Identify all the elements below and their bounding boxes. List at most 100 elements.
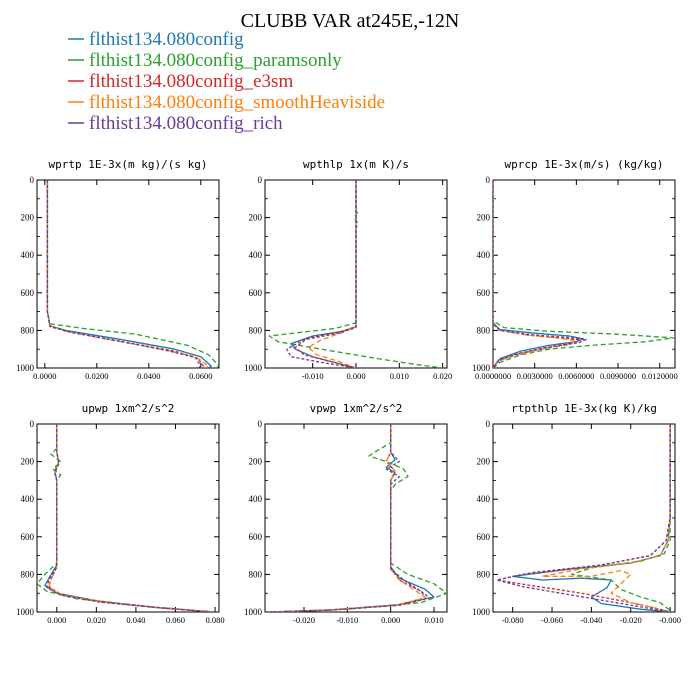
legend-label: flthist134.080config_rich [89,113,283,134]
series-line [541,424,671,612]
x-tick-label: 0.000 [381,615,400,625]
series-line [290,180,357,368]
y-tick-label: 800 [249,325,263,335]
figure-title: CLUBB VAR at245E,-12N [241,10,460,32]
series-line [44,424,216,612]
panel-title: vpwp 1xm^2/s^2 [310,402,403,415]
series-line [48,424,214,612]
series-line [496,424,671,612]
panel-title: rtpthlp 1E-3x(kg K)/kg [511,402,657,415]
plot-frame [264,423,448,613]
series-group [493,180,675,368]
y-tick-label: 200 [249,213,263,223]
series-line [37,424,212,612]
y-tick-label: 600 [21,288,35,298]
y-tick-label: 800 [249,569,263,579]
series-group [269,424,447,612]
series-line [493,180,584,368]
y-tick-label: 400 [21,250,35,260]
x-tick-label: 0.0600 [189,371,212,381]
y-tick-label: 600 [249,532,263,542]
panel-3: wprcp 1E-3x(m/s) (kg/kg) 0 200 400 600 800 100… [472,158,678,381]
x-tick-label: 0.0200 [85,371,108,381]
x-tick-label: 0.0000 [33,371,56,381]
x-tick-label: 0.000 [47,615,66,625]
y-tick-label: 600 [477,532,491,542]
y-tick-label: 1000 [472,607,491,617]
panel-2: wpthlp 1x(m K)/s 0 200 400 600 800 1000 -0.010 0… [244,158,452,381]
series-line [286,180,357,368]
panel-4: upwp 1xm^2/s^2 0 200 400 600 800 1000 0.000 0.02… [16,402,225,625]
y-tick-label: 200 [477,457,491,467]
series-group [268,180,443,368]
y-tick-label: 800 [21,569,35,579]
y-tick-label: 0 [486,175,491,185]
y-tick-label: 800 [477,569,491,579]
y-tick-label: 800 [21,325,35,335]
x-tick-label: 0.040 [126,615,145,625]
series-line [307,180,357,368]
series-line [269,424,431,612]
y-tick-label: 600 [249,288,263,298]
series-line [269,424,447,612]
y-tick-label: 0 [30,419,35,429]
y-tick-label: 200 [477,213,491,223]
x-tick-label: 0.0060000 [558,371,594,381]
x-tick-label: 0.080 [205,615,224,625]
series-line [46,424,214,612]
x-tick-label: -0.010 [336,615,358,625]
series-line [46,180,202,368]
x-tick-label: 0.020 [87,615,106,625]
y-tick-label: 1000 [244,607,263,617]
x-tick-label: -0.040 [580,615,602,625]
series-line [46,180,210,368]
panel-title: wpthlp 1x(m K)/s [303,158,409,171]
plot-frame [36,423,220,613]
legend-label: flthist134.080config [89,29,244,50]
legend-label: flthist134.080config_paramsonly [89,50,342,71]
series-line [496,424,671,612]
plot-frame [36,179,220,369]
series-line [46,180,212,368]
y-tick-label: 0 [486,419,491,429]
x-tick-label: 0.0030000 [517,371,553,381]
x-tick-label: 0.010 [390,371,409,381]
x-tick-label: 0.000 [346,371,365,381]
series-line [493,180,675,368]
y-tick-label: 1000 [472,363,491,373]
series-line [512,424,671,612]
y-tick-label: 0 [258,419,263,429]
x-tick-label: 0.0400 [137,371,160,381]
y-tick-label: 200 [21,457,35,467]
y-tick-label: 400 [477,494,491,504]
y-tick-label: 200 [249,457,263,467]
y-tick-label: 800 [477,325,491,335]
panel-title: wprcp 1E-3x(m/s) (kg/kg) [505,158,664,171]
y-tick-label: 400 [477,250,491,260]
series-line [269,424,426,612]
y-tick-label: 400 [21,494,35,504]
x-tick-label: 0.0090000 [600,371,636,381]
x-tick-label: -0.060 [541,615,563,625]
series-line [571,424,673,612]
x-tick-label: -0.080 [502,615,524,625]
panel-title: upwp 1xm^2/s^2 [82,402,175,415]
legend-label: flthist134.080config_e3sm [89,71,293,92]
panels: wprtp 1E-3x(m kg)/(s kg) 0 200 400 600 800 100… [16,158,681,625]
y-tick-label: 1000 [244,363,263,373]
legend: flthist134.080configflthist134.080config… [68,29,385,134]
y-tick-label: 400 [249,494,263,504]
series-line [493,180,582,368]
series-group [496,424,673,612]
y-tick-label: 1000 [16,607,35,617]
x-tick-label: -0.020 [293,615,315,625]
y-tick-label: 1000 [16,363,35,373]
y-tick-label: 600 [21,532,35,542]
panel-6: rtpthlp 1E-3x(kg K)/kg 0 200 400 600 800 1000 -… [472,402,681,625]
series-line [493,180,578,368]
panel-5: vpwp 1xm^2/s^2 0 200 400 600 800 1000 -0.020 -0.… [244,402,448,625]
x-tick-label: 0.060 [166,615,185,625]
x-tick-label: 0.010 [424,615,443,625]
x-tick-label: 0.0000000 [475,371,511,381]
